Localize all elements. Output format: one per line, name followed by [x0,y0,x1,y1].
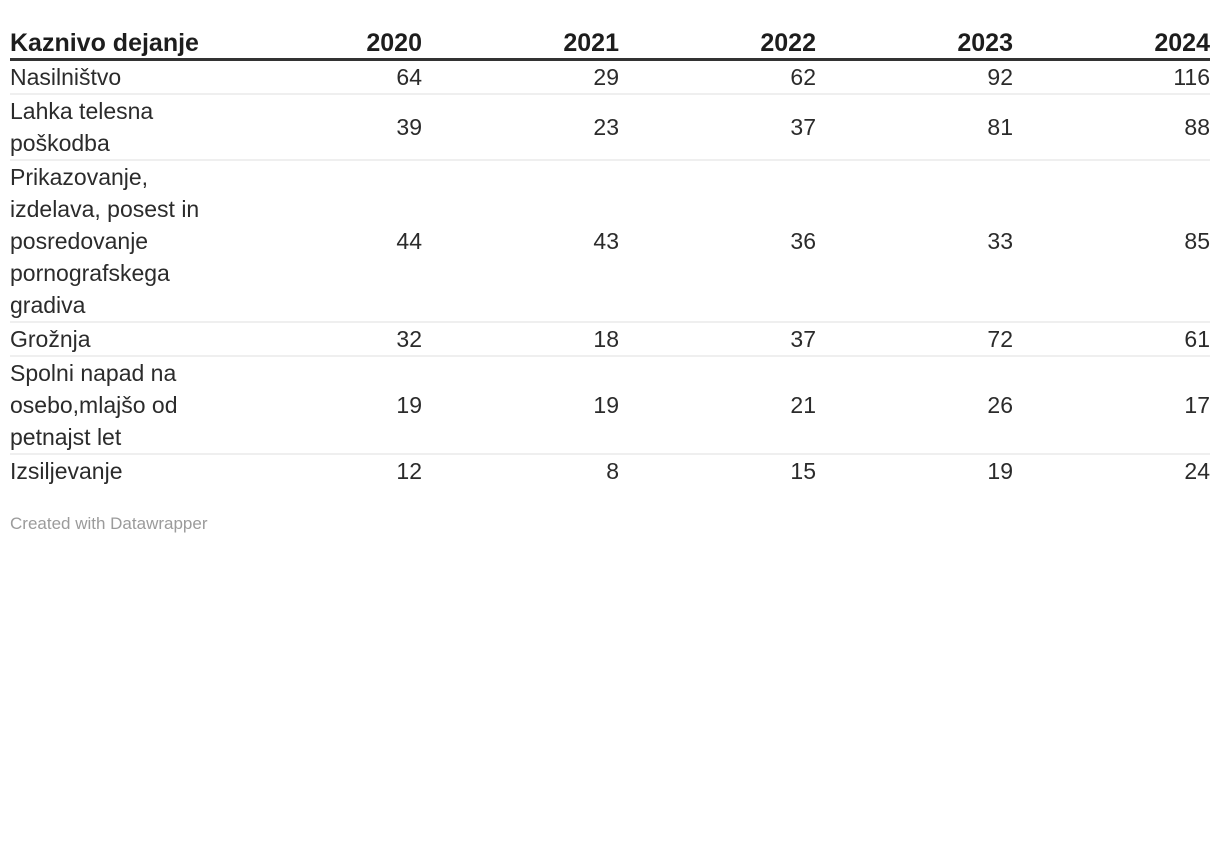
table-header: Kaznivo dejanje 2020 2021 2022 2023 2024 [10,28,1210,61]
value-cell: 19 [422,356,619,455]
header-row: Kaznivo dejanje 2020 2021 2022 2023 2024 [10,28,1210,61]
row-label: Nasilništvo [10,59,225,95]
value-cell: 39 [225,94,422,161]
value-cell: 8 [606,458,619,484]
row-label: Grožnja [10,322,225,357]
column-header-year-2022: 2022 [619,28,816,61]
column-header-year-2021: 2021 [422,28,619,61]
value-cell: 116 [1013,59,1210,95]
table-row: Spolni napad na osebo,mlajšo od petnajst… [10,356,1210,455]
table-row: Lahka telesna poškodba 39 23 37 81 88 [10,94,1210,161]
attribution-link[interactable]: Created with Datawrapper [10,514,208,533]
value-cell: 29 [422,59,619,95]
row-label: Spolni napad na osebo,mlajšo od petnajst… [10,356,225,455]
value-cell: 26 [816,356,1013,455]
table-row: Izsiljevanje 12 8 15 19 24 [10,454,1210,487]
value-cell: 85 [1013,160,1210,323]
value-cell: 12 [396,458,422,484]
table-row: Prikazovanje, izdelava, posest in posred… [10,160,1210,323]
value-cell: 64 [225,59,422,95]
value-cell: 72 [816,322,1013,357]
crime-statistics-table: Kaznivo dejanje 2020 2021 2022 2023 2024… [10,28,1210,487]
value-cell: 61 [1013,322,1210,357]
value-cell: 17 [1013,356,1210,455]
value-cell: 21 [619,356,816,455]
value-cell: 62 [619,59,816,95]
column-header-year-2024: 2024 [1013,28,1210,61]
value-cell: 32 [225,322,422,357]
value-cell: 15 [790,458,816,484]
value-cell: 92 [816,59,1013,95]
value-cell: 43 [422,160,619,323]
value-cell: 88 [1013,94,1210,161]
value-cell: 44 [225,160,422,323]
row-label: Izsiljevanje [10,458,123,484]
value-cell: 18 [422,322,619,357]
row-label: Lahka telesna poškodba [10,94,225,161]
value-cell: 24 [1184,458,1210,484]
column-header-label: Kaznivo dejanje [10,28,225,61]
table-row: Nasilništvo 64 29 62 92 116 [10,59,1210,95]
value-cell: 19 [987,458,1013,484]
table-row: Grožnja 32 18 37 72 61 [10,322,1210,357]
attribution: Created with Datawrapper [10,513,1210,535]
value-cell: 19 [225,356,422,455]
value-cell: 33 [816,160,1013,323]
row-label: Prikazovanje, izdelava, posest in posred… [10,160,225,323]
value-cell: 81 [816,94,1013,161]
value-cell: 37 [619,322,816,357]
value-cell: 36 [619,160,816,323]
value-cell: 23 [422,94,619,161]
value-cell: 37 [619,94,816,161]
table-body: Nasilništvo 64 29 62 92 116 Lahka telesna pošk… [10,59,1210,488]
column-header-year-2023: 2023 [816,28,1013,61]
column-header-year-2020: 2020 [225,28,422,61]
